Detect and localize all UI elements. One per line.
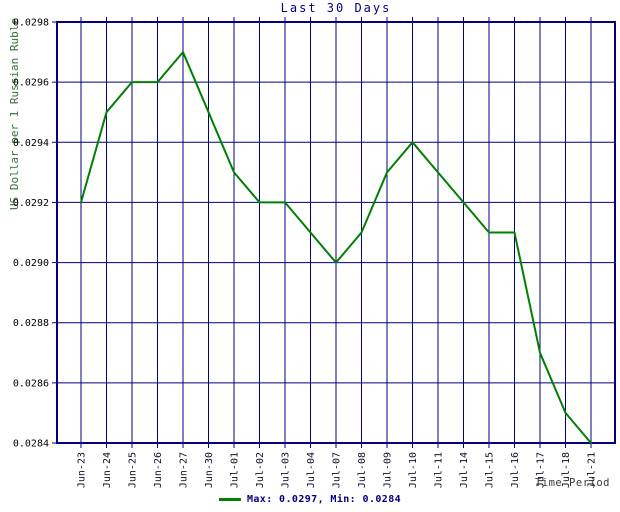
- y-tick-label: 0.0292: [13, 198, 49, 209]
- x-tick-label: Jun-26: [153, 452, 164, 488]
- x-tick-label: Jun-27: [179, 452, 190, 488]
- y-tick-label: 0.0296: [13, 78, 49, 89]
- x-tick-label: Jul-10: [408, 452, 419, 488]
- legend-label: Max: 0.0297, Min: 0.0284: [246, 494, 402, 505]
- y-tick-label: 0.0290: [13, 258, 49, 269]
- x-tick-label: Jul-07: [332, 452, 343, 488]
- x-tick-label: Jun-24: [102, 452, 113, 488]
- x-axis-title: Time Period: [534, 477, 610, 489]
- x-tick-label: Jul-01: [230, 452, 241, 488]
- x-tick-label: Jul-16: [510, 452, 521, 488]
- x-tick-label: Jul-17: [536, 452, 547, 488]
- x-tick-label: Jul-14: [459, 452, 470, 488]
- y-tick-label: 0.0298: [13, 18, 49, 29]
- x-tick-label: Jul-18: [561, 452, 572, 488]
- plot-border: [56, 21, 616, 444]
- x-tick-label: Jul-11: [434, 452, 445, 488]
- y-tick-label: 0.0286: [13, 378, 49, 389]
- x-tick-label: Jul-09: [383, 452, 394, 488]
- y-tick-label: 0.0284: [13, 439, 49, 450]
- legend-line-swatch: [218, 498, 241, 501]
- y-tick-label: 0.0288: [13, 318, 49, 329]
- x-tick-label: Jul-21: [587, 452, 598, 488]
- x-tick-label: Jul-15: [485, 452, 496, 488]
- x-tick-label: Jun-25: [128, 452, 139, 488]
- x-tick-label: Jul-03: [281, 452, 292, 488]
- x-tick-label: Jul-04: [306, 452, 317, 488]
- legend: Max: 0.0297, Min: 0.0284: [218, 494, 402, 505]
- chart-title: Last 30 Days: [280, 1, 392, 15]
- x-tick-label: Jun-23: [77, 452, 88, 488]
- x-tick-label: Jul-02: [255, 452, 266, 488]
- exchange-rate-line: [79, 51, 593, 445]
- y-tick-label: 0.0294: [13, 138, 49, 149]
- x-tick-label: Jul-08: [357, 452, 368, 488]
- x-tick-label: Jun-30: [204, 452, 215, 488]
